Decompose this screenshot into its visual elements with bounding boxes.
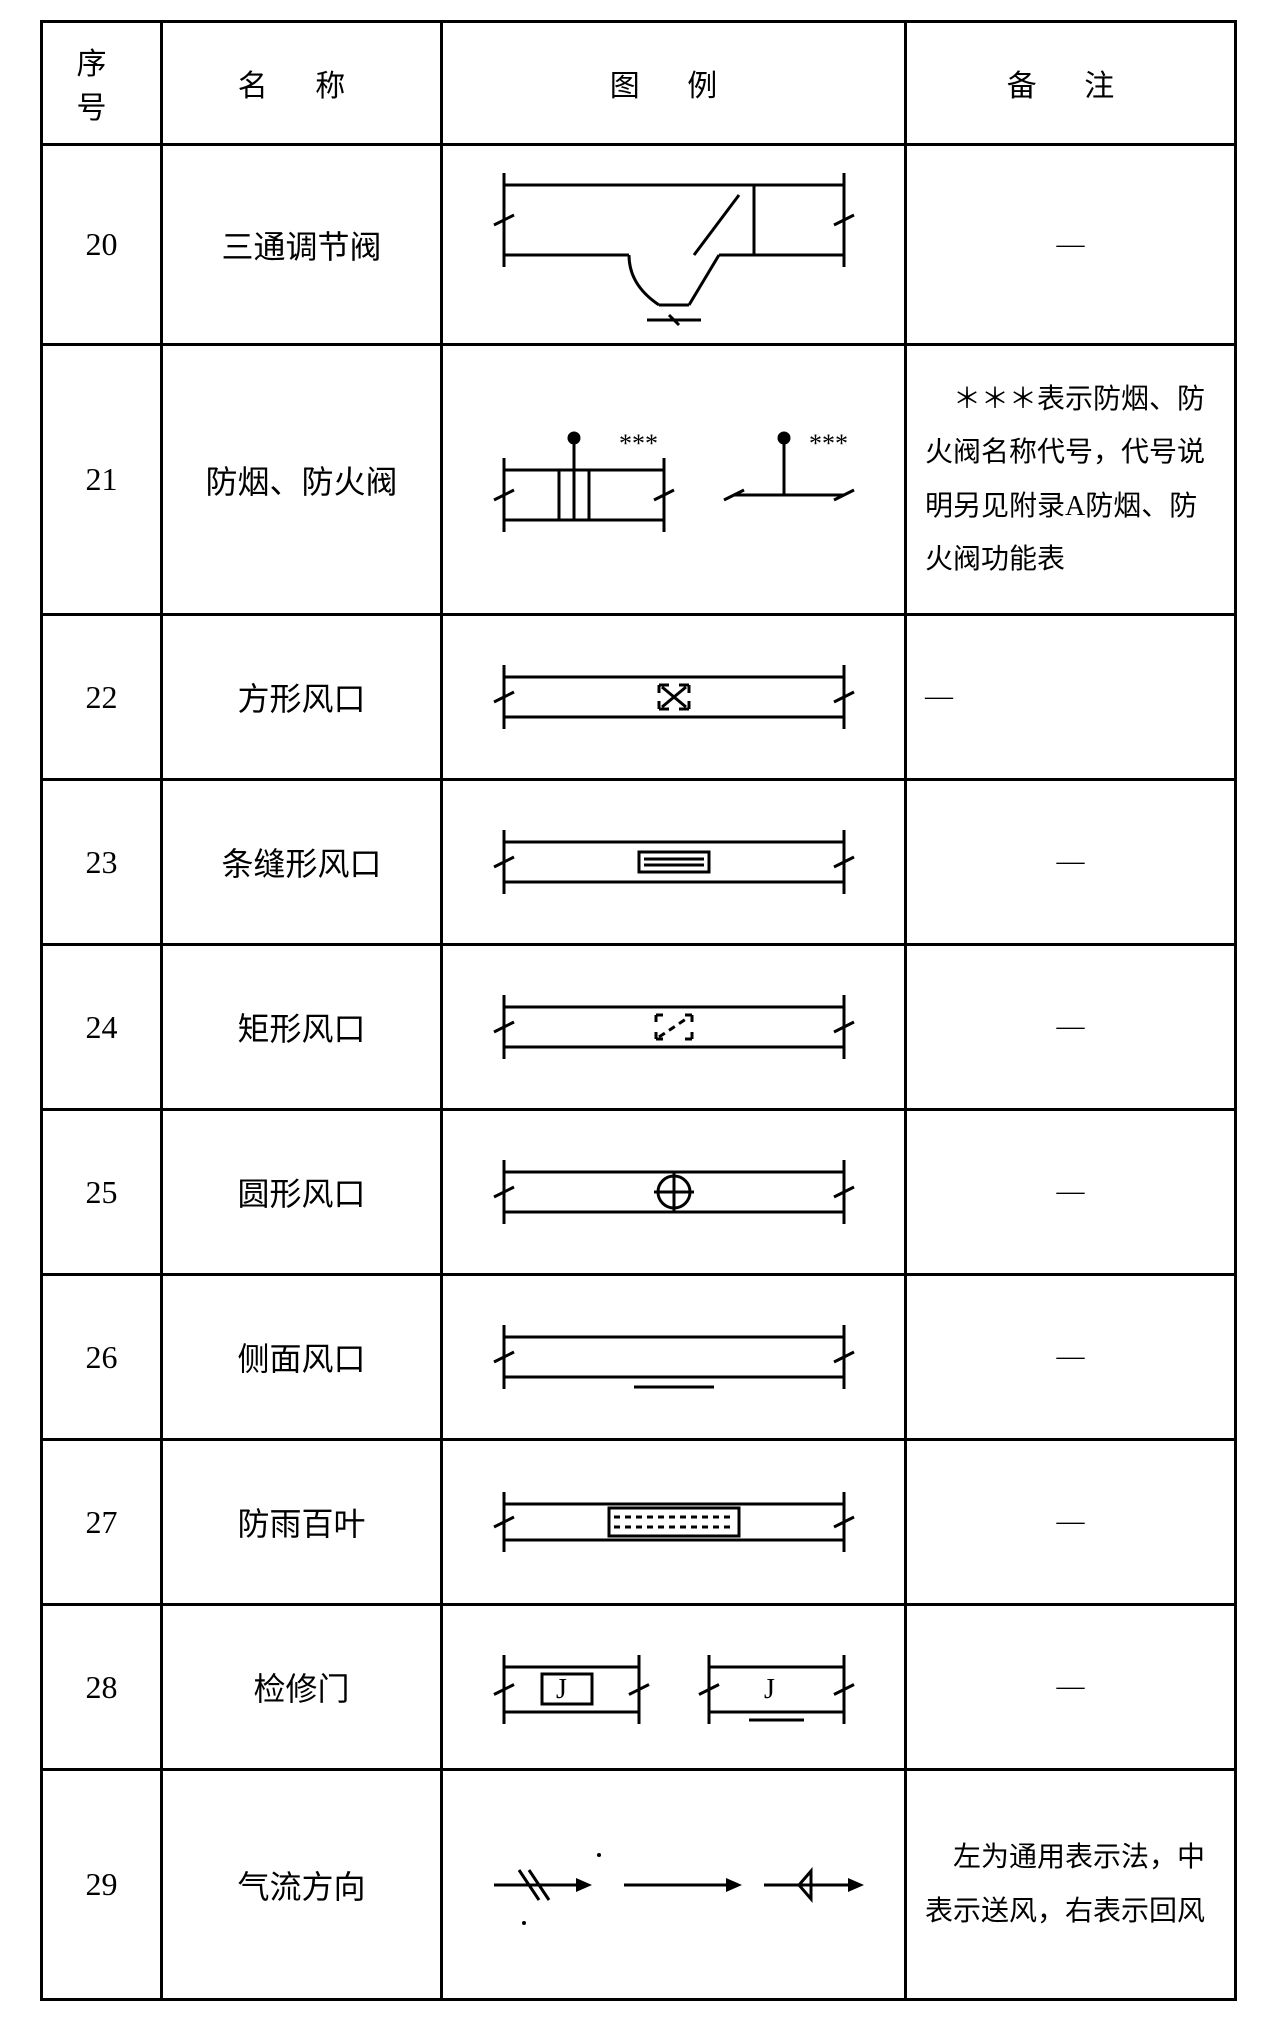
svg-text:***: *** — [619, 429, 658, 458]
table-body: 20 三通调节阀 — 21 防烟、防火阀 — [42, 145, 1236, 2000]
cell-symbol — [442, 1770, 906, 2000]
cell-note: ＊＊＊表示防烟、防火阀名称代号，代号说明另见附录A防烟、防火阀功能表 — [906, 345, 1236, 615]
header-symbol: 图 例 — [442, 22, 906, 145]
cell-seq: 29 — [42, 1770, 162, 2000]
cell-symbol: J J — [442, 1605, 906, 1770]
cell-symbol — [442, 1440, 906, 1605]
cell-name: 三通调节阀 — [162, 145, 442, 345]
cell-note: — — [906, 1440, 1236, 1605]
table-row: 24 矩形风口 — — [42, 945, 1236, 1110]
header-seq: 序 号 — [42, 22, 162, 145]
table-row: 27 防雨百叶 — — [42, 1440, 1236, 1605]
cell-seq: 22 — [42, 615, 162, 780]
cell-seq: 26 — [42, 1275, 162, 1440]
cell-note: — — [906, 945, 1236, 1110]
svg-text:J: J — [556, 1674, 567, 1705]
cell-name: 检修门 — [162, 1605, 442, 1770]
cell-seq: 24 — [42, 945, 162, 1110]
legend-table: 序 号 名 称 图 例 备 注 20 三通调节阀 — [40, 20, 1237, 2001]
cell-name: 气流方向 — [162, 1770, 442, 2000]
cell-name: 侧面风口 — [162, 1275, 442, 1440]
cell-seq: 27 — [42, 1440, 162, 1605]
cell-name: 圆形风口 — [162, 1110, 442, 1275]
table-row: 25 圆形风口 — — [42, 1110, 1236, 1275]
table-row: 20 三通调节阀 — — [42, 145, 1236, 345]
table-header-row: 序 号 名 称 图 例 备 注 — [42, 22, 1236, 145]
page: 序 号 名 称 图 例 备 注 20 三通调节阀 — [0, 0, 1277, 2021]
cell-name: 防烟、防火阀 — [162, 345, 442, 615]
cell-note: — — [906, 1605, 1236, 1770]
cell-symbol: *** *** — [442, 345, 906, 615]
cell-name: 方形风口 — [162, 615, 442, 780]
cell-seq: 28 — [42, 1605, 162, 1770]
table-row: 26 侧面风口 — — [42, 1275, 1236, 1440]
cell-name: 矩形风口 — [162, 945, 442, 1110]
table-row: 23 条缝形风口 — — [42, 780, 1236, 945]
header-note: 备 注 — [906, 22, 1236, 145]
cell-name: 防雨百叶 — [162, 1440, 442, 1605]
cell-note: 左为通用表示法，中表示送风，右表示回风 — [906, 1770, 1236, 2000]
cell-symbol — [442, 780, 906, 945]
cell-symbol — [442, 1110, 906, 1275]
cell-symbol — [442, 1275, 906, 1440]
cell-note: — — [906, 1110, 1236, 1275]
table-row: 21 防烟、防火阀 *** *** ＊＊＊表示防烟、防火阀名称代号，代号说明另见… — [42, 345, 1236, 615]
svg-text:J: J — [764, 1674, 775, 1705]
table-row: 28 检修门 J J — — [42, 1605, 1236, 1770]
cell-note: — — [906, 145, 1236, 345]
cell-name: 条缝形风口 — [162, 780, 442, 945]
cell-seq: 25 — [42, 1110, 162, 1275]
cell-symbol — [442, 615, 906, 780]
cell-seq: 21 — [42, 345, 162, 615]
svg-text:***: *** — [809, 429, 848, 458]
cell-seq: 20 — [42, 145, 162, 345]
cell-symbol — [442, 945, 906, 1110]
cell-note: — — [906, 1275, 1236, 1440]
header-name: 名 称 — [162, 22, 442, 145]
table-row: 22 方形风口 — — [42, 615, 1236, 780]
cell-note: — — [906, 780, 1236, 945]
cell-seq: 23 — [42, 780, 162, 945]
table-row: 29 气流方向 左为通用表示法，中表示送风，右表示回风 — [42, 1770, 1236, 2000]
cell-note: — — [906, 615, 1236, 780]
cell-symbol — [442, 145, 906, 345]
